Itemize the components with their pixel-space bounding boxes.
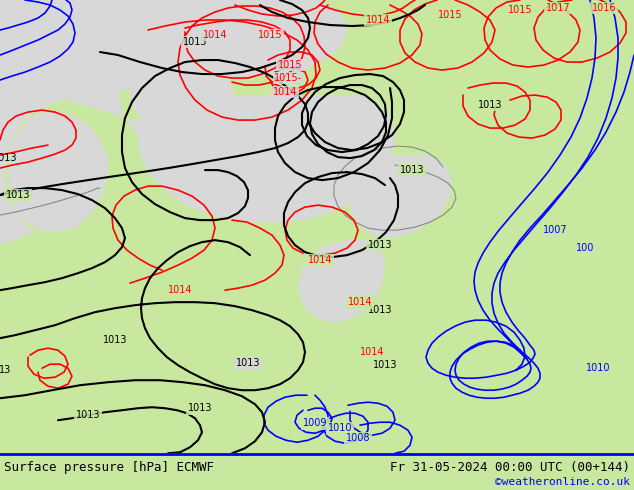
Text: 1014: 1014 <box>273 87 297 97</box>
Text: 1015-: 1015- <box>274 73 302 83</box>
Text: 1013: 1013 <box>188 403 212 413</box>
Text: 1008: 1008 <box>346 433 370 443</box>
Text: 1014: 1014 <box>307 255 332 265</box>
Text: 1015: 1015 <box>437 10 462 20</box>
Text: 1010: 1010 <box>328 423 353 433</box>
Text: 1010: 1010 <box>586 363 611 373</box>
Text: 1013: 1013 <box>236 358 260 368</box>
Text: 1013: 1013 <box>368 240 392 250</box>
Text: 1007: 1007 <box>543 225 567 235</box>
Text: 1016: 1016 <box>592 3 616 13</box>
Text: 1013: 1013 <box>400 165 424 175</box>
Text: 1013: 1013 <box>373 360 398 370</box>
Text: 1015: 1015 <box>278 60 302 70</box>
Text: 1013: 1013 <box>6 190 30 200</box>
Text: 100: 100 <box>576 243 594 253</box>
Text: 1013: 1013 <box>75 410 100 420</box>
Text: 1013: 1013 <box>368 305 392 315</box>
Text: 1013: 1013 <box>183 37 207 47</box>
Text: 1017: 1017 <box>546 3 571 13</box>
Text: 1013: 1013 <box>478 100 502 110</box>
Text: 1014: 1014 <box>348 297 372 307</box>
Text: 1014: 1014 <box>366 15 391 25</box>
Text: 1014: 1014 <box>203 30 227 40</box>
Text: 1014: 1014 <box>168 285 192 295</box>
Text: 13: 13 <box>0 365 11 375</box>
Text: 1014: 1014 <box>359 347 384 357</box>
Text: Fr 31-05-2024 00:00 UTC (00+144): Fr 31-05-2024 00:00 UTC (00+144) <box>390 461 630 474</box>
Text: 1009: 1009 <box>303 418 327 428</box>
Text: 1015: 1015 <box>257 30 282 40</box>
Text: 1013: 1013 <box>103 335 127 345</box>
Text: 1015: 1015 <box>508 5 533 15</box>
Text: 1013: 1013 <box>0 153 17 163</box>
Text: Surface pressure [hPa] ECMWF: Surface pressure [hPa] ECMWF <box>4 461 214 474</box>
Text: ©weatheronline.co.uk: ©weatheronline.co.uk <box>495 477 630 487</box>
